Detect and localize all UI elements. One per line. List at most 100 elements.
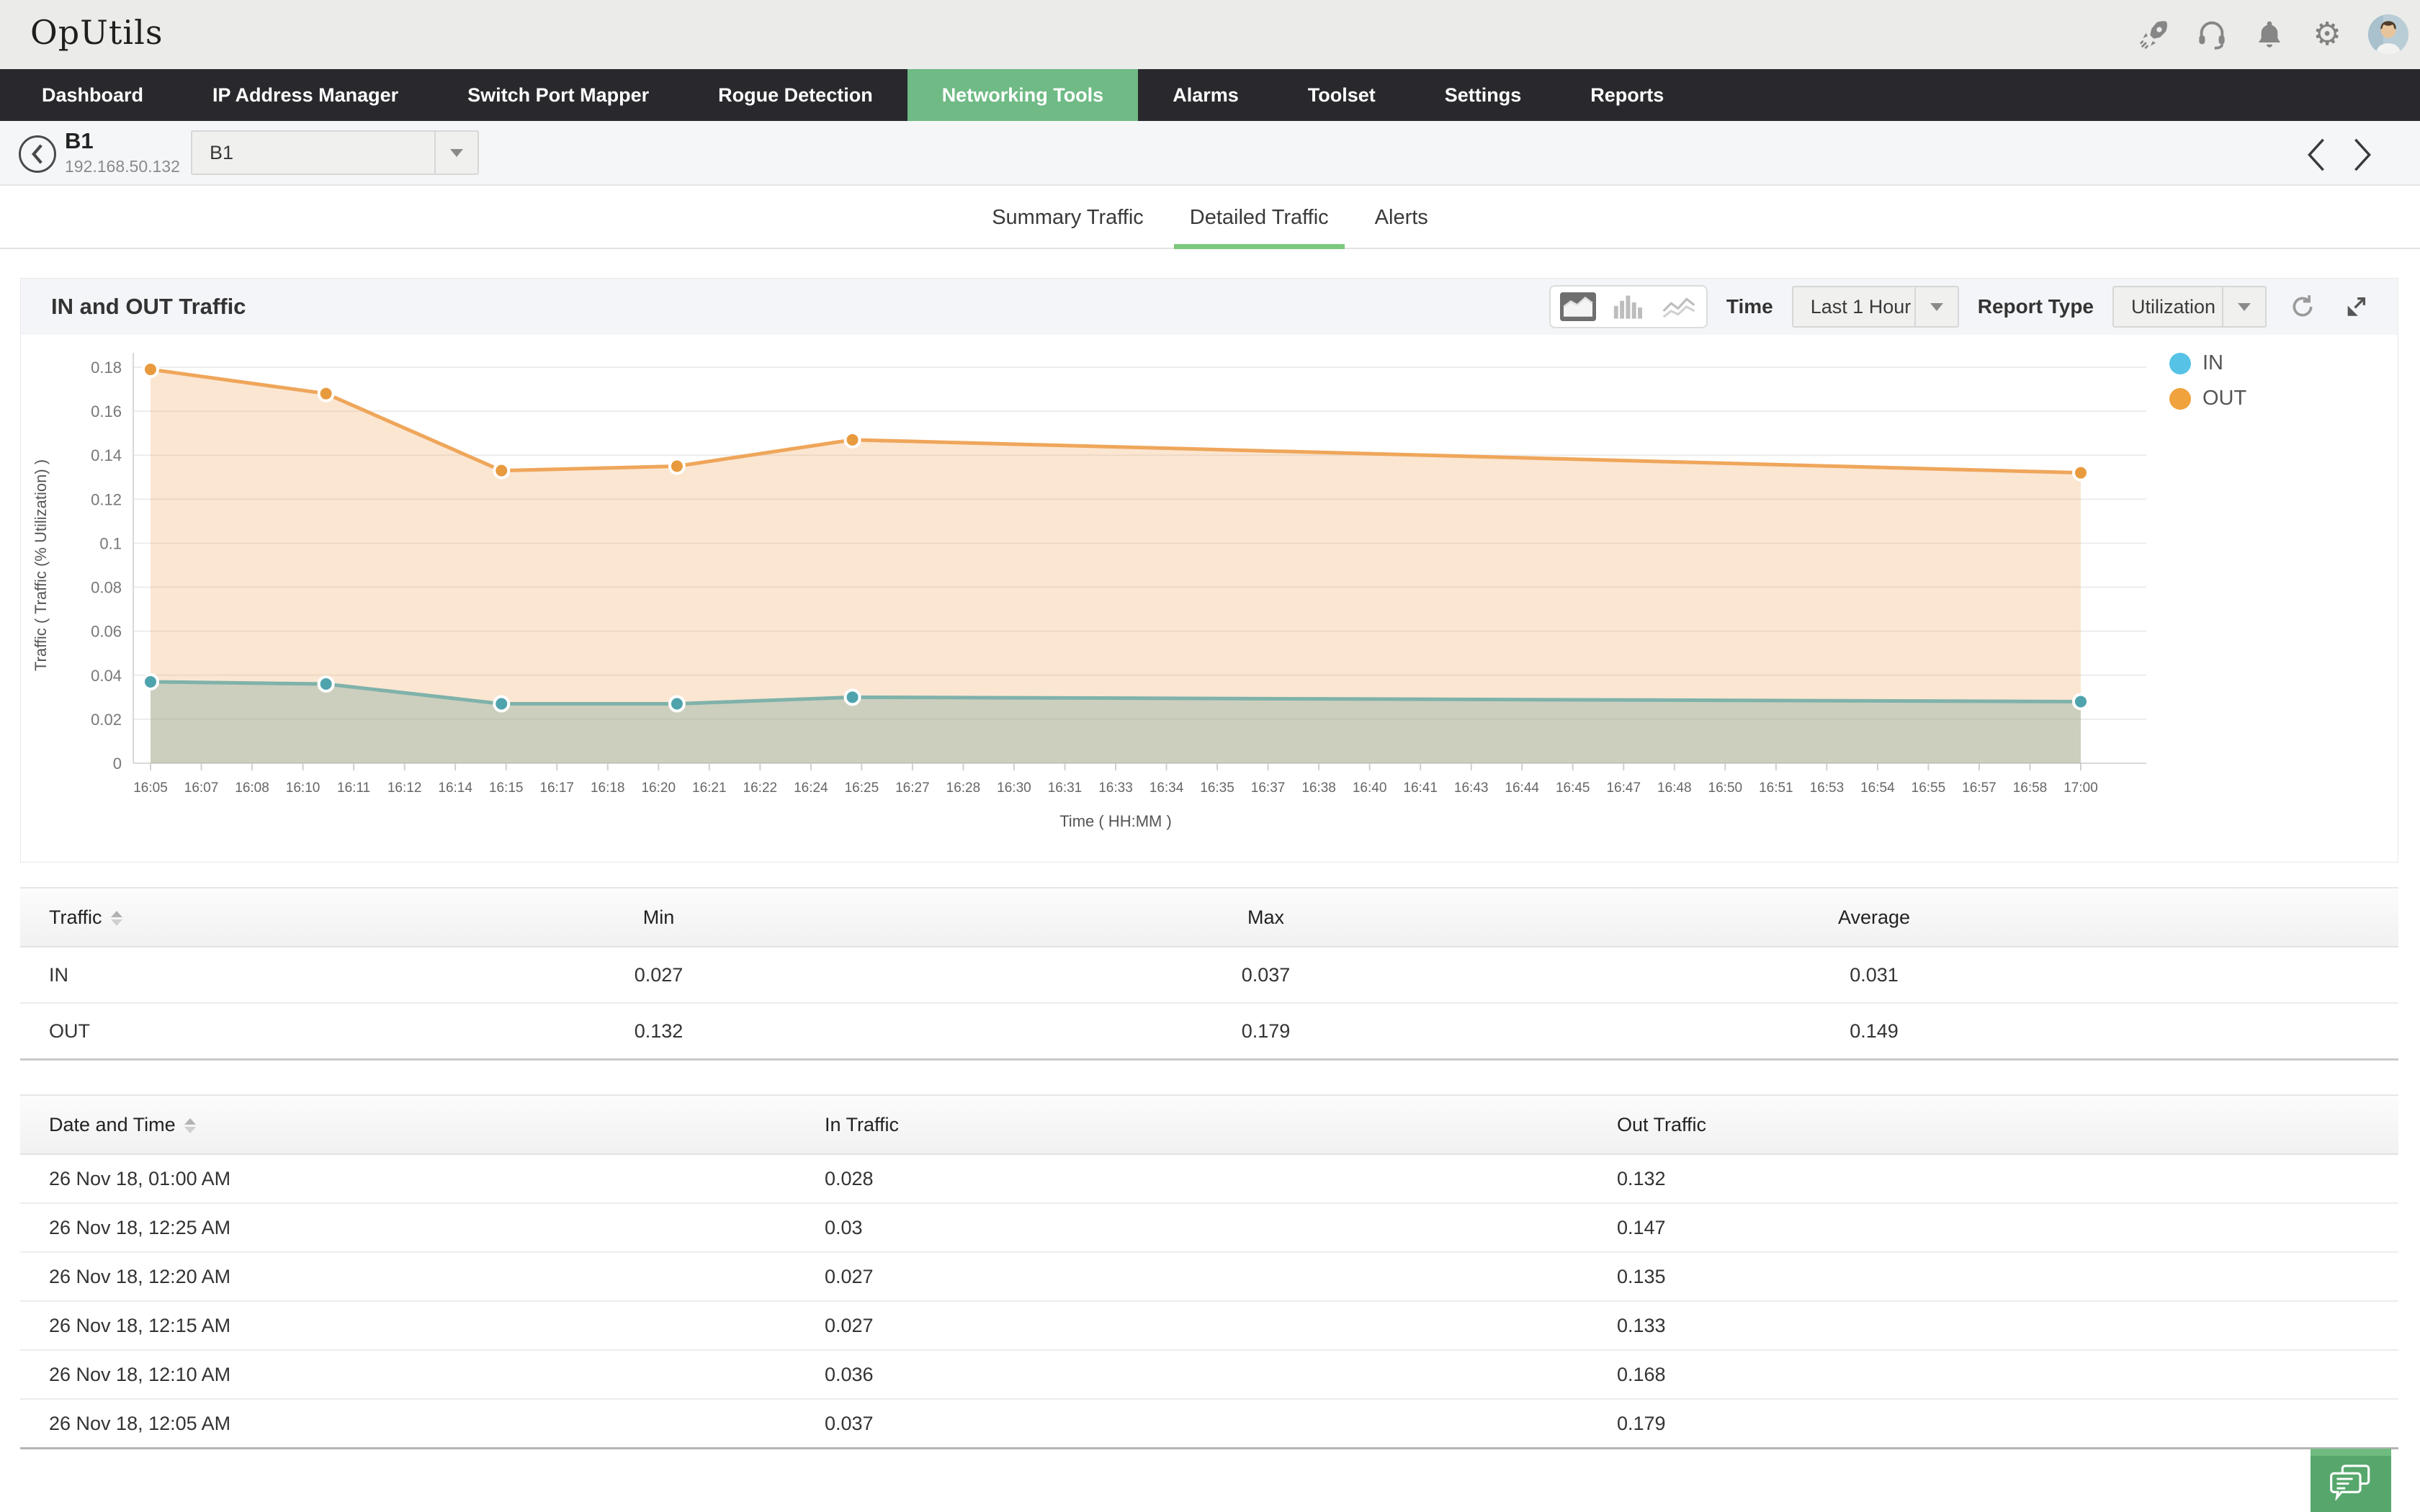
app-logo: OpUtils [30, 13, 163, 52]
expand-icon[interactable] [2339, 289, 2373, 324]
sort-icon[interactable] [184, 1118, 196, 1133]
table-cell: 0.132 [355, 1020, 962, 1043]
nav-item-toolset[interactable]: Toolset [1273, 69, 1410, 121]
svg-text:16:53: 16:53 [1810, 780, 1845, 796]
svg-text:16:07: 16:07 [184, 780, 219, 796]
svg-text:16:21: 16:21 [692, 780, 727, 796]
nav-item-reports[interactable]: Reports [1556, 69, 1698, 121]
table-cell: 0.037 [816, 1413, 1608, 1435]
svg-text:17:00: 17:00 [2063, 780, 2098, 796]
table-cell: 0.179 [962, 1020, 1569, 1043]
table-row: 26 Nov 18, 12:15 AM0.0270.133 [20, 1302, 2398, 1351]
column-header-traffic[interactable]: Traffic [20, 906, 355, 929]
table-row: 26 Nov 18, 01:00 AM0.0280.132 [20, 1155, 2398, 1204]
table-cell: 0.168 [1608, 1364, 2398, 1386]
svg-text:0.08: 0.08 [91, 579, 122, 597]
svg-text:16:55: 16:55 [1912, 780, 1946, 796]
nav-item-switch-port-mapper[interactable]: Switch Port Mapper [433, 69, 684, 121]
column-header-date-and-time[interactable]: Date and Time [20, 1114, 816, 1136]
table-cell: 0.147 [1608, 1217, 2398, 1239]
chart-card-header: IN and OUT Traffic Time Last 1 Hour [21, 279, 2398, 335]
bar-chart-button[interactable] [1608, 291, 1649, 323]
nav-item-networking-tools[interactable]: Networking Tools [908, 69, 1139, 121]
tab-alerts[interactable]: Alerts [1359, 187, 1444, 248]
device-selector-value: B1 [192, 132, 434, 174]
nav-item-ip-address-manager[interactable]: IP Address Manager [178, 69, 433, 121]
column-header-min[interactable]: Min [355, 906, 962, 929]
gear-icon[interactable]: ⚙ [2311, 18, 2344, 51]
oputils-app: OpUtils ⚙ DashboardIP Address ManagerSwi… [0, 0, 2420, 1512]
table-cell: 26 Nov 18, 12:20 AM [20, 1266, 816, 1288]
svg-text:0.04: 0.04 [91, 667, 122, 685]
table-cell: 0.037 [962, 964, 1569, 986]
svg-text:0.16: 0.16 [91, 402, 122, 420]
main-nav: DashboardIP Address ManagerSwitch Port M… [0, 69, 2420, 121]
chart-legend: IN OUT [2169, 351, 2246, 410]
legend-dot-icon [2169, 353, 2191, 374]
column-header-average[interactable]: Average [1569, 906, 2179, 929]
user-avatar[interactable] [2368, 14, 2408, 55]
sort-icon[interactable] [111, 911, 122, 926]
top-icons: ⚙ [2138, 0, 2408, 69]
table-row: IN0.0270.0370.031 [20, 948, 2398, 1004]
traffic-summary-table: TrafficMinMaxAverage IN0.0270.0370.031OUT… [20, 887, 2398, 1061]
table-cell: 26 Nov 18, 12:25 AM [20, 1217, 816, 1239]
svg-text:Time ( HH:MM ): Time ( HH:MM ) [1059, 812, 1172, 830]
report-type-select[interactable]: Utilization [2112, 286, 2267, 328]
svg-text:Traffic ( Traffic (% Utilizati: Traffic ( Traffic (% Utilization) ) [32, 459, 50, 671]
line-chart-button[interactable] [1659, 291, 1699, 323]
chevron-down-icon [434, 132, 478, 174]
refresh-icon[interactable] [2285, 289, 2320, 324]
report-type-value: Utilization [2114, 287, 2222, 326]
svg-text:16:45: 16:45 [1556, 780, 1590, 796]
chart-toolbar: Time Last 1 Hour Report Type Utilization [1549, 285, 2373, 328]
legend-item-in[interactable]: IN [2169, 351, 2246, 375]
device-selector[interactable]: B1 [191, 130, 479, 175]
bell-icon[interactable] [2253, 18, 2286, 51]
svg-text:16:17: 16:17 [539, 780, 574, 796]
time-range-select[interactable]: Last 1 Hour [1792, 286, 1959, 328]
table-cell: 0.027 [816, 1315, 1608, 1337]
svg-text:16:12: 16:12 [387, 780, 422, 796]
back-button[interactable] [19, 135, 56, 173]
table-row: 26 Nov 18, 12:25 AM0.030.147 [20, 1204, 2398, 1253]
svg-text:16:30: 16:30 [997, 780, 1031, 796]
tab-detailed-traffic[interactable]: Detailed Traffic [1174, 187, 1345, 248]
table-cell: 0.135 [1608, 1266, 2398, 1288]
chat-icon [2328, 1463, 2374, 1500]
svg-text:16:38: 16:38 [1301, 780, 1336, 796]
svg-text:16:34: 16:34 [1150, 780, 1184, 796]
chart-title: IN and OUT Traffic [51, 294, 246, 320]
legend-label: IN [2202, 351, 2223, 375]
svg-text:16:10: 16:10 [286, 780, 321, 796]
nav-item-dashboard[interactable]: Dashboard [7, 69, 178, 121]
table-cell: 0.149 [1569, 1020, 2179, 1043]
area-chart-button[interactable] [1558, 291, 1598, 323]
in-out-traffic-chart: 00.020.040.060.080.10.120.140.160.1816:0… [0, 338, 2420, 842]
device-name: B1 [65, 128, 94, 154]
svg-text:16:47: 16:47 [1606, 780, 1641, 796]
next-device-button[interactable] [2348, 137, 2377, 173]
svg-text:16:40: 16:40 [1353, 780, 1387, 796]
time-range-value: Last 1 Hour [1793, 287, 1914, 326]
previous-device-button[interactable] [2302, 137, 2331, 173]
nav-item-rogue-detection[interactable]: Rogue Detection [684, 69, 908, 121]
table-row: OUT0.1320.1790.149 [20, 1004, 2398, 1061]
column-header-out-traffic[interactable]: Out Traffic [1608, 1114, 2398, 1136]
column-header-max[interactable]: Max [962, 906, 1569, 929]
nav-item-settings[interactable]: Settings [1410, 69, 1556, 121]
rocket-icon[interactable] [2138, 18, 2171, 51]
table-cell: IN [20, 964, 355, 986]
svg-text:16:24: 16:24 [794, 780, 828, 796]
svg-text:16:33: 16:33 [1098, 780, 1133, 796]
svg-text:16:54: 16:54 [1860, 780, 1895, 796]
nav-item-alarms[interactable]: Alarms [1138, 69, 1273, 121]
svg-text:16:50: 16:50 [1708, 780, 1743, 796]
support-chat-button[interactable] [2311, 1449, 2391, 1512]
legend-item-out[interactable]: OUT [2169, 387, 2246, 410]
legend-label: OUT [2202, 387, 2246, 410]
column-header-in-traffic[interactable]: In Traffic [816, 1114, 1608, 1136]
headset-icon[interactable] [2195, 18, 2228, 51]
tab-summary-traffic[interactable]: Summary Traffic [976, 187, 1160, 248]
device-header-bar: B1 192.168.50.132 B1 [0, 121, 2420, 186]
